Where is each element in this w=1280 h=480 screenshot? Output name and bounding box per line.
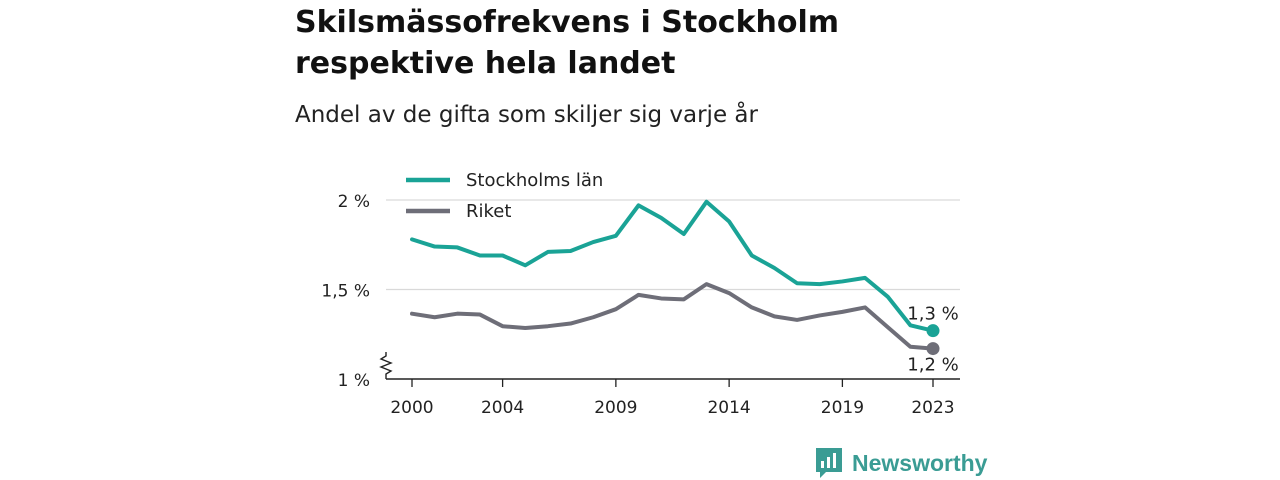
series-line-riket — [410, 282, 935, 351]
x-tick-label: 2019 — [821, 398, 864, 418]
newsworthy-logo: Newsworthy — [814, 446, 987, 480]
end-point — [926, 324, 940, 338]
end-point — [926, 342, 940, 356]
end-value-label: 1,3 % — [907, 304, 958, 325]
bar-chart-icon — [816, 448, 842, 478]
legend-label: Riket — [466, 201, 511, 222]
y-tick-label: 1 % — [338, 371, 370, 391]
series-lines — [410, 199, 940, 356]
x-tick-label: 2004 — [481, 398, 524, 418]
brand-name: Newsworthy — [852, 449, 988, 476]
grid-lines — [386, 199, 960, 291]
end-value-label: 1,2 % — [907, 355, 958, 376]
y-tick-label: 1,5 % — [321, 282, 370, 302]
legend-label: Stockholms län — [466, 170, 603, 191]
chart-subtitle: Andel av de gifta som skiljer sig varje … — [295, 102, 758, 128]
series-line-stockholm — [410, 199, 935, 333]
x-tick-label: 2014 — [707, 398, 750, 418]
axes: 1 % 1,5 % 2 % 2000 2004 2009 2014 2019 2023 — [321, 192, 960, 418]
x-tick-label: 2009 — [594, 398, 637, 418]
chart-title: Skilsmässofrekvens i Stockholm respektiv… — [295, 5, 840, 81]
legend: Stockholms län Riket — [406, 170, 603, 222]
x-tick-label: 2023 — [911, 398, 954, 418]
y-tick-label: 2 % — [338, 192, 370, 212]
x-tick-label: 2000 — [390, 398, 433, 418]
end-labels: 1,3 % 1,2 % — [907, 304, 958, 376]
axis-break-icon — [379, 352, 393, 379]
